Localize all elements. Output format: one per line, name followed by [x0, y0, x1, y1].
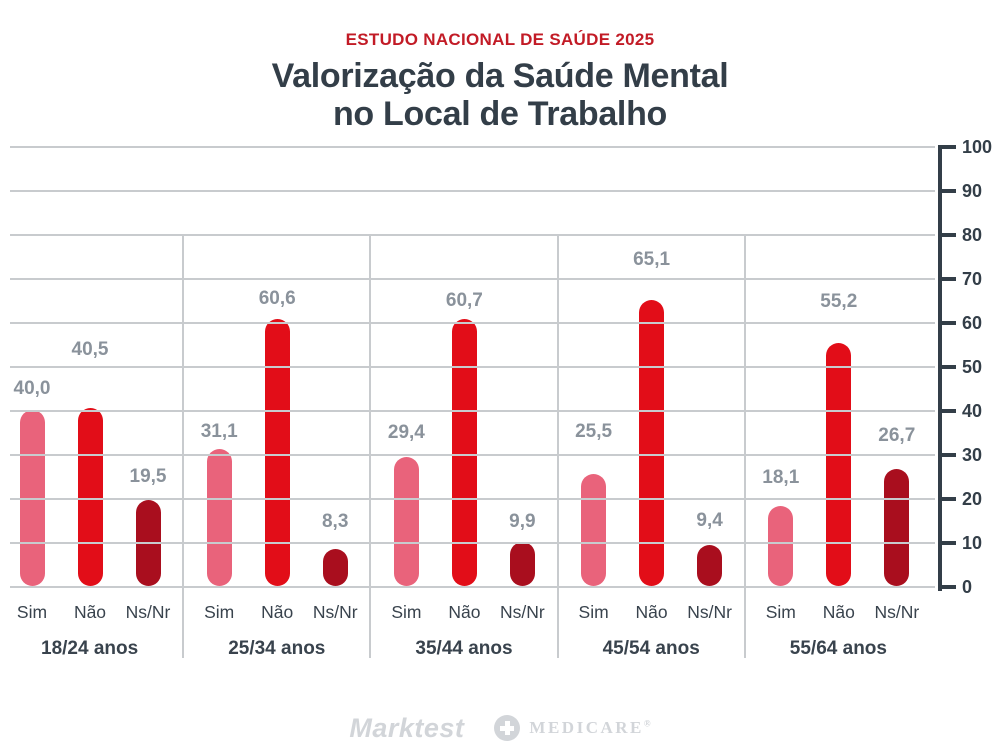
group-label-35/44 anos: 35/44 anos — [415, 638, 513, 659]
bar-value-label: 25,5 — [575, 420, 613, 442]
y-axis-tick — [938, 189, 956, 193]
bar-Ns/Nr-25/34 anos — [322, 549, 348, 586]
chart-title-line1: Valorização da Saúde Mental — [271, 57, 729, 95]
study-kicker: ESTUDO NACIONAL DE SAÚDE 2025 — [345, 30, 655, 49]
bar-value-label: 65,1 — [633, 248, 671, 270]
y-axis-tick — [938, 409, 956, 413]
series-label: Ns/Nr — [312, 602, 358, 622]
medicare-wordmark: MEDICARE — [529, 718, 644, 737]
gridline — [10, 498, 935, 500]
marktest-logo: Marktest — [349, 712, 465, 743]
series-label: Ns/Nr — [687, 602, 732, 622]
group-divider — [369, 234, 372, 658]
y-axis-tick-label: 50 — [962, 357, 983, 377]
bar-value-label: 60,6 — [258, 288, 296, 310]
y-axis-tick — [938, 453, 956, 457]
y-axis-tick-label: 10 — [962, 533, 983, 553]
y-axis-tick — [938, 277, 956, 281]
bar-value-label: 31,1 — [200, 421, 238, 443]
series-label: Sim — [578, 602, 609, 622]
bar-value-label: 8,3 — [321, 511, 349, 533]
gridline — [10, 190, 935, 192]
bar-Sim-35/44 anos — [393, 456, 419, 586]
gridline — [10, 410, 935, 412]
bar-Sim-45/54 anos — [581, 473, 607, 586]
gridline — [10, 454, 935, 456]
gridline — [10, 542, 935, 544]
y-axis-tick — [938, 145, 956, 149]
series-label: Não — [261, 602, 294, 622]
group-label-18/24 anos: 18/24 anos — [41, 638, 139, 659]
y-axis-tick — [938, 541, 956, 545]
medicare-logo-text: MEDICARE® — [529, 718, 650, 738]
gridline — [10, 278, 935, 280]
series-label: Não — [73, 602, 107, 622]
medicare-cross-icon — [494, 715, 521, 741]
bar-Não-25/34 anos — [264, 319, 290, 586]
group-divider — [743, 234, 746, 658]
bar-value-label: 55,2 — [820, 291, 858, 313]
y-axis-tick — [938, 365, 956, 369]
y-axis-tick-label: 60 — [962, 313, 983, 333]
bar-value-label: 9,4 — [696, 509, 723, 531]
bar-value-label: 60,7 — [445, 289, 483, 311]
y-axis-tick-label: 40 — [962, 401, 983, 421]
y-axis-tick — [938, 585, 956, 589]
y-axis-tick-label: 80 — [962, 225, 983, 245]
y-axis-tick-label: 30 — [962, 445, 983, 465]
bar-value-label: 19,5 — [129, 466, 167, 488]
series-label: Sim — [16, 602, 48, 622]
series-label: Ns/Nr — [125, 602, 171, 622]
bar-value-label: 40,0 — [13, 378, 51, 399]
bar-Não-35/44 anos — [451, 318, 477, 586]
group-divider — [556, 234, 559, 658]
group-label-55/64 anos: 55/64 anos — [789, 638, 887, 659]
bar-Sim-25/34 anos — [206, 449, 232, 586]
series-label: Ns/Nr — [500, 602, 545, 622]
group-label-25/34 anos: 25/34 anos — [228, 638, 326, 659]
bar-Sim-55/64 anos — [768, 506, 794, 586]
series-label: Não — [448, 602, 481, 622]
group-divider — [182, 234, 185, 658]
footer-logos: Marktest MEDICARE® — [0, 708, 1000, 748]
registered-mark: ® — [643, 718, 651, 729]
chart-header: ESTUDO NACIONAL DE SAÚDE 2025 Valorizaçã… — [0, 30, 1000, 133]
group-label-45/54 anos: 45/54 anos — [602, 638, 700, 659]
medicare-logo: MEDICARE® — [494, 715, 651, 741]
bar-value-label: 18,1 — [762, 467, 800, 489]
y-axis-tick-label: 90 — [962, 181, 983, 201]
gridline — [10, 234, 935, 236]
chart-title: Valorização da Saúde Mental no Local de … — [0, 57, 1000, 133]
gridline — [10, 586, 935, 588]
bar-value-label: 9,9 — [509, 511, 536, 533]
chart-title-line2: no Local de Trabalho — [332, 95, 668, 133]
series-label: Sim — [204, 602, 235, 622]
bar-Não-18/24 anos — [77, 407, 103, 586]
bar-Ns/Nr-55/64 anos — [884, 468, 910, 586]
bar-Não-55/64 anos — [826, 343, 852, 586]
series-label: Não — [822, 602, 855, 622]
y-axis-tick — [938, 321, 956, 325]
series-label: Não — [635, 602, 668, 622]
bar-Não-45/54 anos — [639, 299, 665, 586]
bar-value-label: 29,4 — [387, 421, 425, 443]
series-label: Sim — [391, 602, 422, 622]
gridline — [10, 146, 935, 148]
series-label: Sim — [765, 602, 796, 622]
bar-value-label: 26,7 — [878, 424, 916, 446]
y-axis-tick-label: 70 — [962, 269, 983, 289]
y-axis-tick-label: 20 — [962, 489, 983, 509]
gridline — [10, 366, 935, 368]
bar-Ns/Nr-35/44 anos — [509, 542, 535, 586]
y-axis-tick — [938, 233, 956, 237]
series-label: Ns/Nr — [874, 602, 920, 622]
gridline — [10, 322, 935, 324]
y-axis-tick — [938, 497, 956, 501]
bar-Ns/Nr-45/54 anos — [697, 544, 723, 586]
bar-value-label: 40,5 — [71, 338, 109, 360]
y-axis-tick-label: 100 — [962, 137, 993, 157]
y-axis-tick-label: 0 — [962, 577, 973, 597]
